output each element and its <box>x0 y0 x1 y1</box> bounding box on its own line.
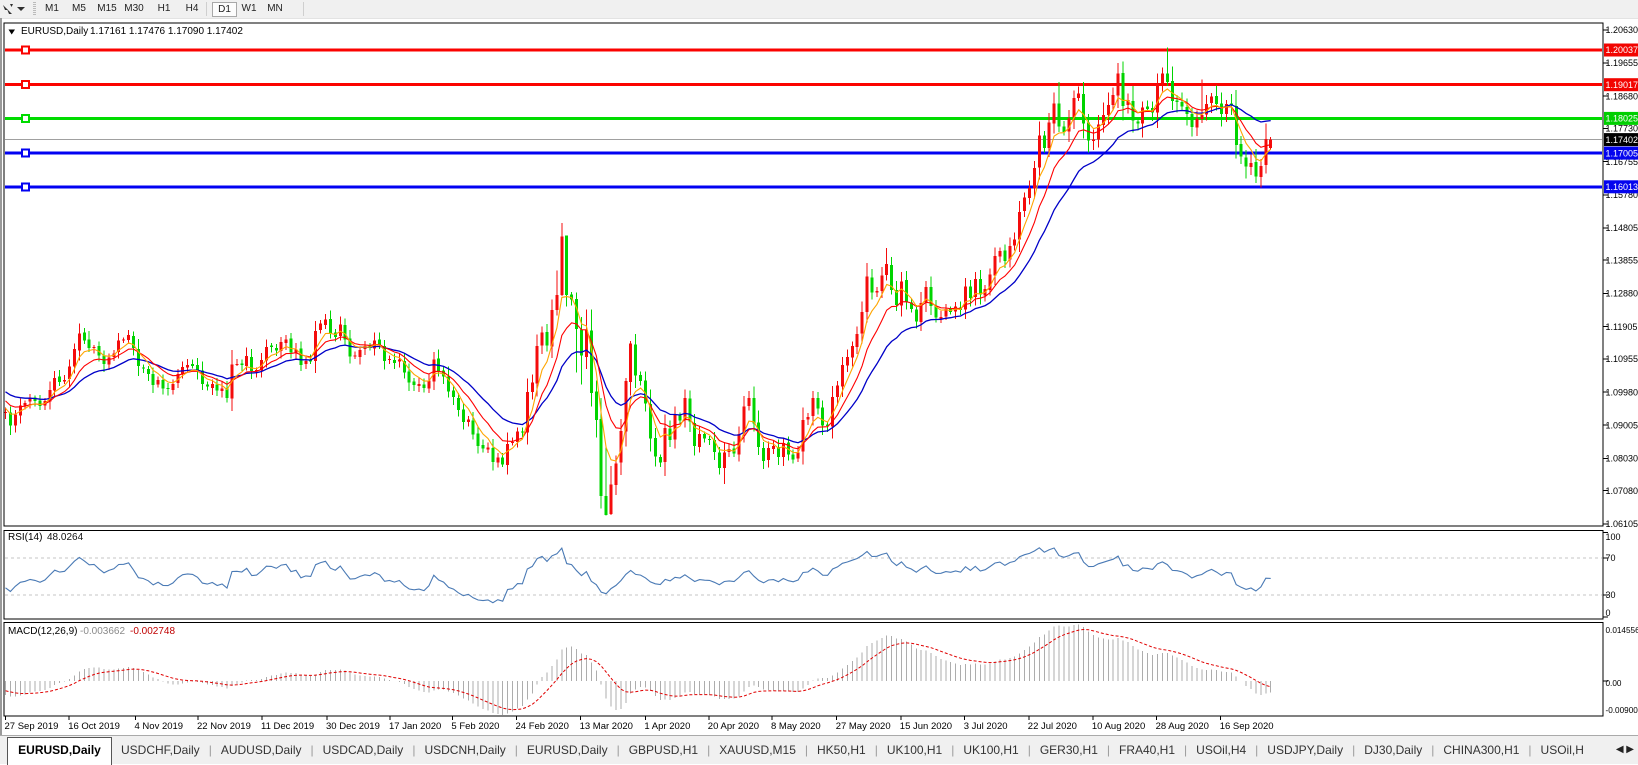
svg-text:1.16013: 1.16013 <box>1606 182 1638 192</box>
svg-text:100: 100 <box>1606 532 1621 542</box>
svg-text:1.07080: 1.07080 <box>1606 486 1638 496</box>
svg-text:1.06105: 1.06105 <box>1606 519 1638 529</box>
svg-text:1.19017: 1.19017 <box>1606 80 1638 90</box>
svg-text:30: 30 <box>1606 590 1616 600</box>
svg-text:13 Mar 2020: 13 Mar 2020 <box>580 721 633 732</box>
svg-text:10 Aug 2020: 10 Aug 2020 <box>1092 721 1145 732</box>
svg-text:27 May 2020: 27 May 2020 <box>836 721 891 732</box>
svg-text:17 Jan 2020: 17 Jan 2020 <box>389 721 441 732</box>
svg-text:1.13855: 1.13855 <box>1606 255 1638 265</box>
svg-text:RSI(14): RSI(14) <box>8 532 42 543</box>
svg-text:22 Jul 2020: 22 Jul 2020 <box>1028 721 1077 732</box>
svg-text:1.19655: 1.19655 <box>1606 58 1638 68</box>
svg-text:30 Dec 2019: 30 Dec 2019 <box>326 721 380 732</box>
svg-text:-0.00900: -0.00900 <box>1606 706 1638 715</box>
svg-text:1.08030: 1.08030 <box>1606 454 1638 464</box>
svg-text:1.17005: 1.17005 <box>1606 148 1638 158</box>
svg-text:0.014556: 0.014556 <box>1606 626 1638 635</box>
svg-text:EURUSD,Daily: EURUSD,Daily <box>21 26 88 37</box>
svg-text:4 Nov 2019: 4 Nov 2019 <box>135 721 184 732</box>
svg-text:1.18025: 1.18025 <box>1606 114 1638 124</box>
svg-text:16 Sep 2020: 16 Sep 2020 <box>1220 721 1274 732</box>
svg-text:1.09005: 1.09005 <box>1606 420 1638 430</box>
svg-text:3 Jul 2020: 3 Jul 2020 <box>964 721 1008 732</box>
svg-text:8 May 2020: 8 May 2020 <box>771 721 821 732</box>
svg-text:1 Apr 2020: 1 Apr 2020 <box>644 721 690 732</box>
svg-text:27 Sep 2019: 27 Sep 2019 <box>5 721 59 732</box>
svg-text:22 Nov 2019: 22 Nov 2019 <box>197 721 251 732</box>
svg-text:16 Oct 2019: 16 Oct 2019 <box>68 721 120 732</box>
svg-text:15 Jun 2020: 15 Jun 2020 <box>900 721 952 732</box>
svg-text:28 Aug 2020: 28 Aug 2020 <box>1156 721 1209 732</box>
svg-text:48.0264: 48.0264 <box>47 532 84 543</box>
svg-text:-0.003662: -0.003662 <box>80 626 125 637</box>
svg-text:1.09980: 1.09980 <box>1606 387 1638 397</box>
svg-text:70: 70 <box>1606 553 1616 563</box>
svg-text:1.11905: 1.11905 <box>1606 322 1638 332</box>
svg-text:1.10955: 1.10955 <box>1606 354 1638 364</box>
svg-text:1.17402: 1.17402 <box>1606 135 1638 145</box>
svg-text:1.12880: 1.12880 <box>1606 289 1638 299</box>
svg-text:5 Feb 2020: 5 Feb 2020 <box>451 721 499 732</box>
svg-text:20 Apr 2020: 20 Apr 2020 <box>708 721 759 732</box>
svg-text:1.20630: 1.20630 <box>1606 25 1638 35</box>
svg-text:MACD(12,26,9): MACD(12,26,9) <box>8 626 77 637</box>
svg-text:-0.002748: -0.002748 <box>130 626 175 637</box>
svg-text:1.17161 1.17476 1.17090 1.1740: 1.17161 1.17476 1.17090 1.17402 <box>90 26 243 37</box>
svg-text:1.20037: 1.20037 <box>1606 45 1638 55</box>
svg-text:1.17730: 1.17730 <box>1606 124 1638 134</box>
svg-text:24 Feb 2020: 24 Feb 2020 <box>516 721 569 732</box>
svg-text:1.14805: 1.14805 <box>1606 223 1638 233</box>
svg-text:1.18680: 1.18680 <box>1606 91 1638 101</box>
svg-text:11 Dec 2019: 11 Dec 2019 <box>261 721 314 732</box>
